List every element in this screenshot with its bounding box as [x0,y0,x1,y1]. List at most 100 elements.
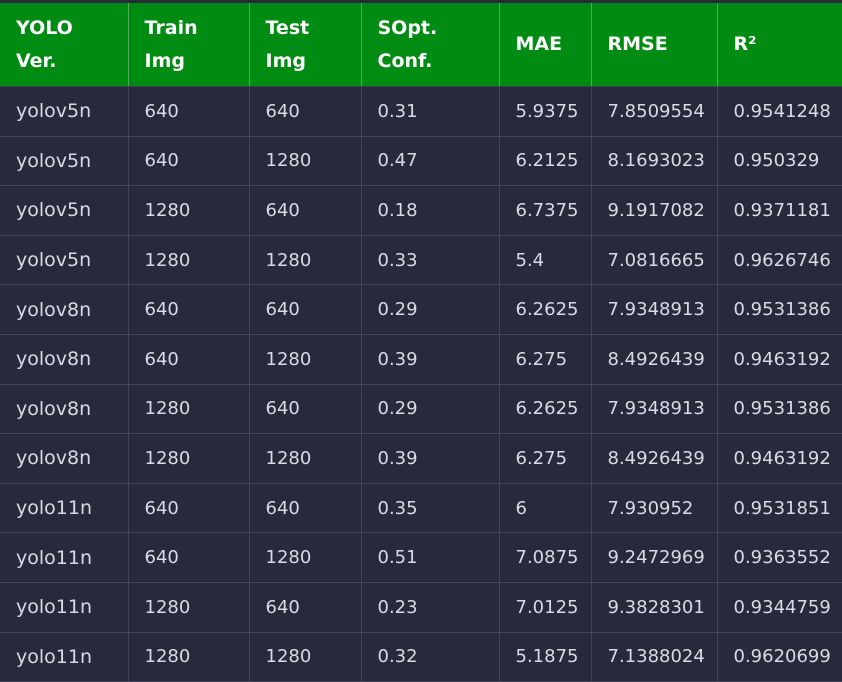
header-r2: R² [717,3,842,87]
cell-yolo-version: yolo11n [0,632,129,682]
table-row: yolo11n 640 1280 0.51 7.0875 9.2472969 0.93635… [0,532,842,583]
cell-mae: 7.0125 [499,582,592,633]
cell-train-img: 1280 [128,632,250,682]
cell-yolo-version: yolov8n [0,433,129,484]
cell-train-img: 640 [128,532,250,583]
cell-mae: 6.7375 [499,185,592,236]
header-mae: MAE [499,3,592,87]
cell-train-img: 1280 [128,433,250,484]
cell-r2: 0.9531386 [717,284,842,335]
cell-r2: 0.9371181 [717,185,842,236]
cell-rmse: 7.930952 [591,483,718,534]
cell-yolo-version: yolov8n [0,284,129,335]
cell-train-img: 640 [128,86,250,137]
cell-rmse: 7.1388024 [591,632,718,682]
header-train-img: Train Img [128,3,250,87]
cell-r2: 0.9531851 [717,483,842,534]
cell-train-img: 1280 [128,384,250,435]
cell-rmse: 9.3828301 [591,582,718,633]
cell-train-img: 640 [128,334,250,385]
cell-r2: 0.9463192 [717,433,842,484]
cell-mae: 6.2625 [499,284,592,335]
cell-test-img: 1280 [249,136,362,187]
table-row: yolov8n 1280 1280 0.39 6.275 8.4926439 0.94631… [0,433,842,484]
cell-train-img: 640 [128,136,250,187]
cell-yolo-version: yolo11n [0,483,129,534]
cell-test-img: 1280 [249,632,362,682]
cell-rmse: 8.4926439 [591,433,718,484]
cell-train-img: 640 [128,284,250,335]
cell-mae: 6.2125 [499,136,592,187]
cell-train-img: 640 [128,483,250,534]
cell-r2: 0.9626746 [717,235,842,286]
cell-mae: 5.4 [499,235,592,286]
cell-test-img: 640 [249,483,362,534]
cell-sopt-conf: 0.35 [361,483,500,534]
cell-test-img: 640 [249,284,362,335]
table-row: yolov8n 640 640 0.29 6.2625 7.9348913 0.953138… [0,284,842,335]
cell-r2: 0.9344759 [717,582,842,633]
cell-yolo-version: yolo11n [0,532,129,583]
header-rmse: RMSE [591,3,718,87]
cell-mae: 5.1875 [499,632,592,682]
table-row: yolov8n 1280 640 0.29 6.2625 7.9348913 0.95313… [0,384,842,435]
cell-train-img: 1280 [128,185,250,236]
cell-mae: 6 [499,483,592,534]
cell-yolo-version: yolov5n [0,235,129,286]
cell-rmse: 9.1917082 [591,185,718,236]
cell-rmse: 7.0816665 [591,235,718,286]
cell-sopt-conf: 0.29 [361,284,500,335]
cell-mae: 6.2625 [499,384,592,435]
cell-sopt-conf: 0.39 [361,334,500,385]
cell-r2: 0.9531386 [717,384,842,435]
cell-test-img: 1280 [249,532,362,583]
cell-sopt-conf: 0.39 [361,433,500,484]
cell-test-img: 640 [249,384,362,435]
cell-rmse: 8.4926439 [591,334,718,385]
cell-sopt-conf: 0.51 [361,532,500,583]
table-row: yolo11n 1280 1280 0.32 5.1875 7.1388024 0.9620… [0,632,842,682]
cell-test-img: 1280 [249,433,362,484]
cell-train-img: 1280 [128,582,250,633]
cell-yolo-version: yolov5n [0,86,129,137]
cell-r2: 0.9463192 [717,334,842,385]
cell-sopt-conf: 0.32 [361,632,500,682]
cell-sopt-conf: 0.31 [361,86,500,137]
table-row: yolov8n 640 1280 0.39 6.275 8.4926439 0.946319… [0,334,842,385]
header-row: YOLO Ver. Train Img Test Img SOpt. Conf.… [0,3,842,87]
cell-yolo-version: yolov8n [0,334,129,385]
cell-sopt-conf: 0.33 [361,235,500,286]
header-yolo-version: YOLO Ver. [0,3,129,87]
cell-rmse: 7.8509554 [591,86,718,137]
cell-test-img: 1280 [249,334,362,385]
table-row: yolov5n 640 640 0.31 5.9375 7.8509554 0.954124… [0,86,842,137]
cell-mae: 7.0875 [499,532,592,583]
cell-yolo-version: yolo11n [0,582,129,633]
table-row: yolov5n 640 1280 0.47 6.2125 8.1693023 0.95032… [0,136,842,187]
table-row: yolo11n 1280 640 0.23 7.0125 9.3828301 0.93447… [0,582,842,633]
cell-yolo-version: yolov5n [0,136,129,187]
cell-test-img: 640 [249,86,362,137]
cell-mae: 6.275 [499,433,592,484]
cell-rmse: 9.2472969 [591,532,718,583]
cell-sopt-conf: 0.47 [361,136,500,187]
cell-test-img: 1280 [249,235,362,286]
cell-sopt-conf: 0.18 [361,185,500,236]
header-test-img: Test Img [249,3,362,87]
cell-mae: 6.275 [499,334,592,385]
table-body: yolov5n 640 640 0.31 5.9375 7.8509554 0.954124… [0,86,842,682]
cell-mae: 5.9375 [499,86,592,137]
cell-rmse: 7.9348913 [591,384,718,435]
cell-test-img: 640 [249,185,362,236]
cell-r2: 0.950329 [717,136,842,187]
cell-yolo-version: yolov8n [0,384,129,435]
cell-test-img: 640 [249,582,362,633]
cell-r2: 0.9363552 [717,532,842,583]
table-row: yolov5n 1280 1280 0.33 5.4 7.0816665 0.9626746 [0,235,842,286]
cell-yolo-version: yolov5n [0,185,129,236]
cell-r2: 0.9541248 [717,86,842,137]
cell-rmse: 7.9348913 [591,284,718,335]
table-row: yolo11n 640 640 0.35 6 7.930952 0.9531851 [0,483,842,534]
cell-train-img: 1280 [128,235,250,286]
